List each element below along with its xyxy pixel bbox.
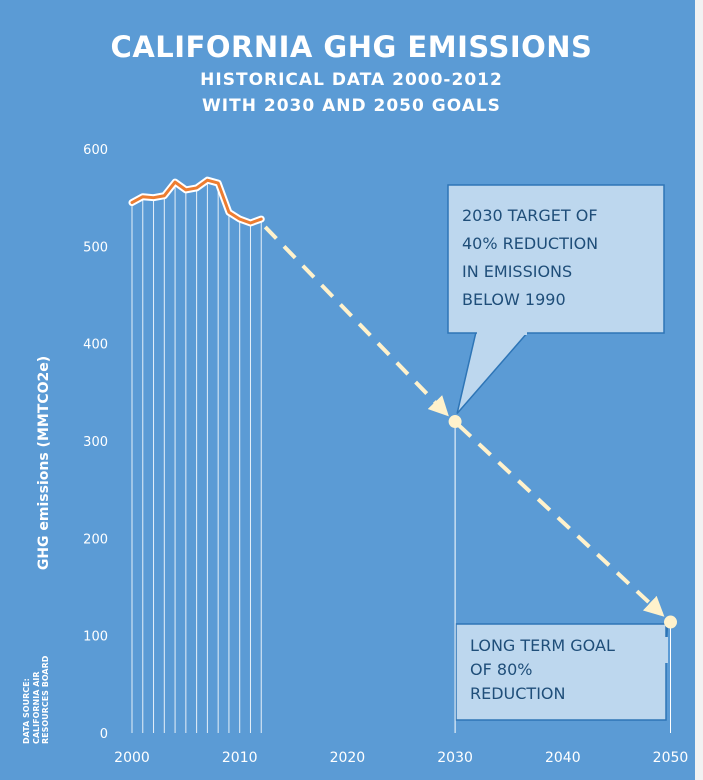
- callout-2030-line: IN EMISSIONS: [462, 262, 573, 281]
- callout-2030-pointer: [456, 331, 530, 415]
- target-point: [664, 615, 677, 629]
- chart-subtitle-line-1: HISTORICAL DATA 2000-2012: [200, 70, 503, 90]
- callout-2030-line: 40% REDUCTION: [462, 234, 599, 253]
- y-tick-label: 100: [83, 630, 108, 645]
- callout-boxes: [447, 184, 668, 721]
- y-axis-label: GHG emissions (MMTCO2e): [36, 355, 52, 571]
- data-source-note: DATA SOURCE: CALIFORNIA AIR RESOURCES BO…: [22, 614, 51, 744]
- callout-2050-seam: [663, 637, 668, 663]
- projection-segment: [263, 225, 449, 417]
- callout-2050-box: [455, 623, 667, 721]
- x-tick-label: 2040: [545, 750, 581, 766]
- callout-2050-line: REDUCTION: [470, 684, 566, 703]
- chart-title: CALIFORNIA GHG EMISSIONS: [110, 30, 593, 64]
- y-tick-label: 0: [100, 727, 108, 742]
- callout-connectors: [456, 331, 669, 665]
- y-tick-label: 600: [83, 143, 108, 158]
- x-tick-label: 2020: [330, 750, 366, 766]
- x-tick-label: 2000: [114, 750, 150, 766]
- x-axis-ticks: 2000 2010 2020 2030 2040 2050: [114, 750, 688, 766]
- callout-2030-seam: [477, 330, 527, 335]
- y-tick-label: 200: [83, 532, 108, 547]
- y-tick-label: 300: [83, 435, 108, 450]
- callout-2030-line: 2030 TARGET OF: [462, 206, 598, 225]
- callout-2030-box: [447, 184, 665, 334]
- source-line: DATA SOURCE:: [22, 678, 31, 744]
- callout-2050-line: OF 80%: [470, 660, 533, 679]
- data-points: [448, 415, 677, 629]
- y-tick-label: 500: [83, 240, 108, 255]
- projection-segment: [457, 424, 665, 617]
- y-tick-label: 400: [83, 338, 108, 353]
- x-tick-label: 2050: [653, 750, 689, 766]
- callout-2050-text: LONG TERM GOAL OF 80% REDUCTION: [470, 634, 615, 706]
- drop-lines: [131, 180, 671, 733]
- x-tick-label: 2010: [222, 750, 258, 766]
- historical-line: [130, 178, 263, 225]
- callout-2030-line: BELOW 1990: [462, 290, 566, 309]
- source-line: CALIFORNIA AIR: [31, 671, 41, 744]
- callout-2030-text: 2030 TARGET OF 40% REDUCTION IN EMISSION…: [462, 202, 598, 314]
- y-axis-ticks: 0 100 200 300 400 500 600: [83, 143, 108, 742]
- target-point: [448, 415, 462, 429]
- callout-2050-line: LONG TERM GOAL: [470, 636, 615, 655]
- chart-subtitle-line-2: WITH 2030 AND 2050 GOALS: [202, 96, 501, 116]
- x-tick-label: 2030: [437, 750, 473, 766]
- source-line: RESOURCES BOARD: [41, 655, 50, 744]
- data-lines: [128, 176, 665, 617]
